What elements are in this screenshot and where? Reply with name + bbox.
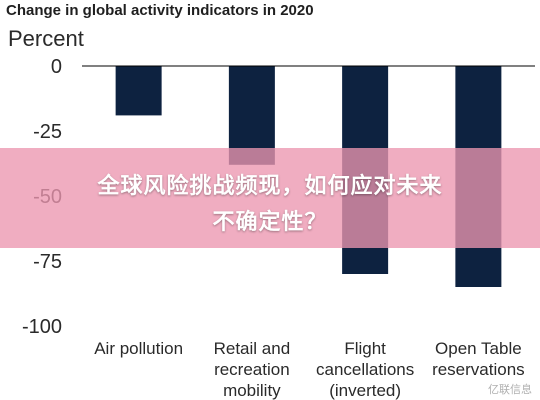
banner-headline-line-2: 不确定性？	[212, 209, 328, 234]
x-tick-label-line: Retail and	[214, 339, 291, 358]
x-tick-label: Open Table reservations	[432, 339, 525, 379]
y-axis-label: Percent	[8, 26, 84, 51]
article-banner[interactable]: 全球风险挑战频现，如何应对未来 不确定性？	[0, 148, 540, 248]
y-tick-label: 0	[51, 56, 62, 78]
x-tick-label: Retail and recreation mobility	[214, 339, 291, 400]
banner-headline-line-1: 全球风险挑战频现，如何应对未来	[97, 173, 443, 198]
x-tick-label-line: Air pollution	[94, 339, 183, 358]
x-tick-label-line: Open Table	[435, 339, 522, 358]
y-tick-label: -25	[33, 121, 62, 143]
x-tick-label-line: Flight	[344, 339, 386, 358]
chart-title: Change in global activity indicators in …	[6, 2, 314, 19]
x-tick-label: Air pollution	[94, 339, 183, 358]
watermark-text: 亿联信息	[488, 384, 532, 396]
x-tick-label-line: mobility	[223, 381, 281, 400]
x-tick-label-line: recreation	[214, 360, 290, 379]
x-tick-label-line: (inverted)	[329, 381, 401, 400]
x-tick-label-line: cancellations	[316, 360, 414, 379]
x-tick-label-line: reservations	[432, 360, 525, 379]
y-tick-label: -100	[22, 316, 62, 338]
bar	[115, 66, 162, 116]
x-tick-label: Flight cancellations (inverted)	[316, 339, 414, 400]
y-tick-label: -75	[33, 251, 62, 273]
